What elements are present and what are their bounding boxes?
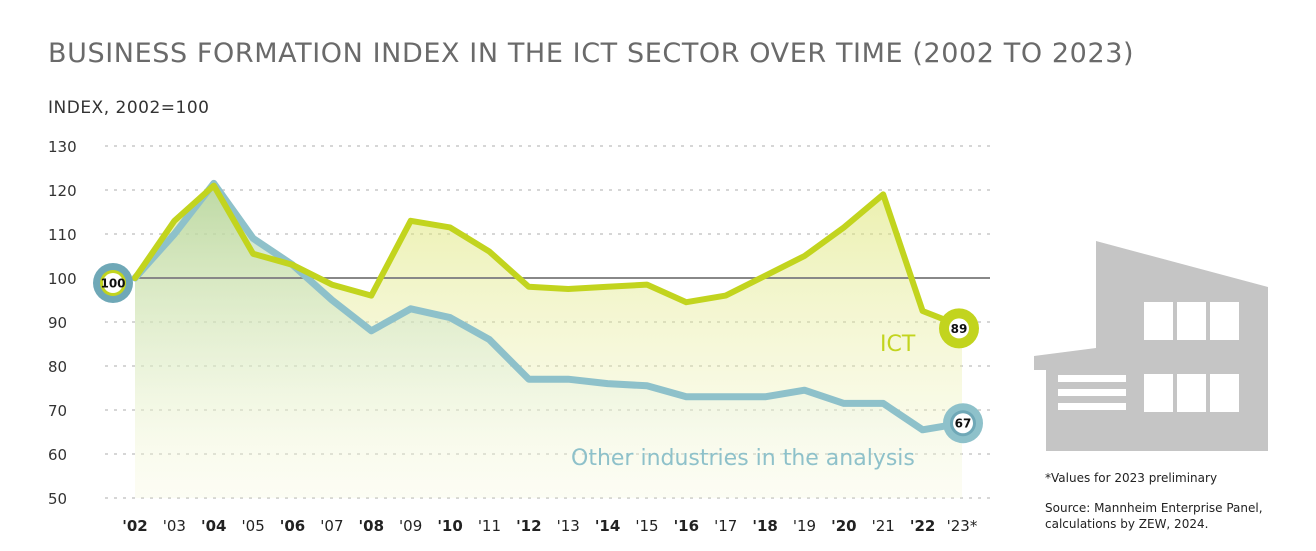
x-tick-20: '22 [910,517,935,535]
y-tick-80: 80 [48,358,67,376]
y-axis-label: INDEX, 2002=100 [48,98,210,118]
y-tick-100: 100 [48,270,77,288]
y-tick-90: 90 [48,314,67,332]
source-note-line1: Source: Mannheim Enterprise Panel, [1045,501,1263,515]
x-tick-1: '03 [163,517,186,535]
series-lines [131,179,966,434]
x-tick-16: '18 [752,517,777,535]
end-marker-other-label: 67 [955,417,972,431]
series-label-ict: ICT [880,332,916,357]
line-ict [132,182,965,330]
source-note-line2: calculations by ZEW, 2024. [1045,517,1209,531]
x-tick-17: '19 [793,517,816,535]
y-tick-110: 110 [48,226,77,244]
end-marker-ict-center [949,318,969,339]
x-tick-4: '06 [280,517,305,535]
x-tick-15: '17 [714,517,737,535]
series-label-other: Other industries in the analysis [571,446,915,471]
x-tick-11: '13 [557,517,580,535]
y-tick-120: 120 [48,182,77,200]
y-tick-70: 70 [48,402,67,420]
y-tick-60: 60 [48,446,67,464]
y-tick-50: 50 [48,490,67,508]
start-marker-label: 100 [100,277,125,291]
y-tick-130: 130 [48,138,77,156]
x-tick-5: '07 [320,517,343,535]
chart-notes: *Values for 2023 preliminary Source: Man… [1045,470,1307,532]
x-tick-12: '14 [595,517,620,535]
end-markers: 100 89 67 [93,263,983,444]
y-tick-labels: 50 60 70 80 90 100 110 120 130 [48,138,77,508]
x-tick-21: '23* [947,517,978,535]
start-marker-center [103,273,123,293]
x-tick-0: '02 [122,517,147,535]
x-tick-19: '21 [872,517,895,535]
end-marker-other-center [953,413,973,434]
line-other [131,179,966,434]
x-tick-7: '09 [399,517,422,535]
series-areas [135,183,962,498]
x-tick-3: '05 [242,517,265,535]
x-tick-6: '08 [359,517,384,535]
x-tick-18: '20 [831,517,856,535]
building-icon [1034,241,1268,451]
x-tick-labels: '02 '03 '04 '05 '06 '07 '08 '09 '10 '11 '12 '13 '14 '… [122,517,978,535]
x-tick-13: '15 [635,517,658,535]
preliminary-note: *Values for 2023 preliminary [1045,471,1218,485]
x-tick-8: '10 [437,517,462,535]
x-tick-14: '16 [674,517,699,535]
x-tick-2: '04 [201,517,226,535]
x-tick-10: '12 [516,517,541,535]
x-tick-9: '11 [478,517,501,535]
end-marker-ict-label: 89 [951,322,968,336]
area-other [135,183,962,498]
chart-title: BUSINESS FORMATION INDEX IN THE ICT SECT… [48,38,1135,69]
